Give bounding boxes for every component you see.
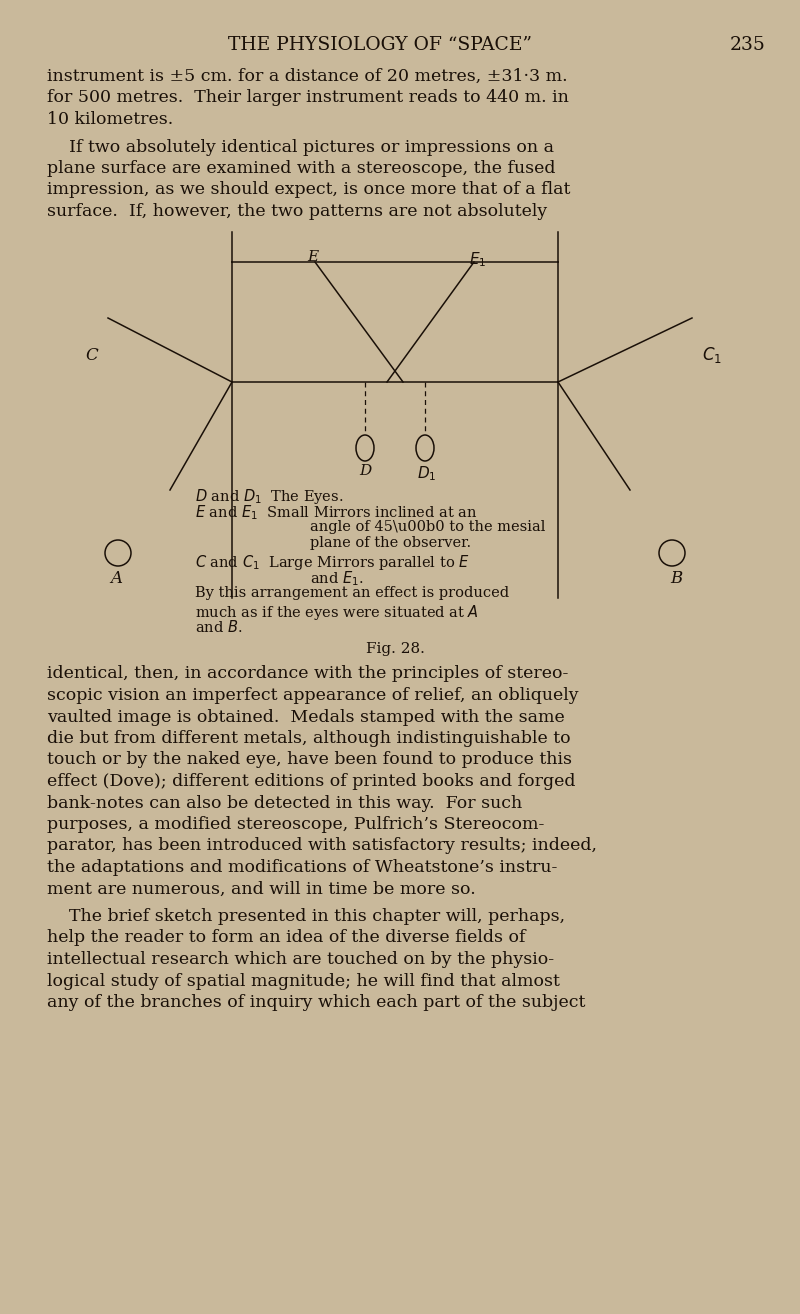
Text: impression, as we should expect, is once more that of a flat: impression, as we should expect, is once… [47,181,570,198]
Circle shape [659,540,685,566]
Text: intellectual research which are touched on by the physio-: intellectual research which are touched … [47,951,554,968]
Text: $E_1$: $E_1$ [470,250,486,268]
Text: help the reader to form an idea of the diverse fields of: help the reader to form an idea of the d… [47,929,526,946]
Text: $C_1$: $C_1$ [702,346,722,365]
Text: for 500 metres.  Their larger instrument reads to 440 m. in: for 500 metres. Their larger instrument … [47,89,569,106]
Text: A: A [110,570,122,587]
Text: If two absolutely identical pictures or impressions on a: If two absolutely identical pictures or … [47,138,554,155]
Text: E: E [307,250,318,264]
Text: scopic vision an imperfect appearance of relief, an obliquely: scopic vision an imperfect appearance of… [47,687,578,704]
Text: surface.  If, however, the two patterns are not absolutely: surface. If, however, the two patterns a… [47,202,547,219]
Text: purposes, a modified stereoscope, Pulfrich’s Stereocom-: purposes, a modified stereoscope, Pulfri… [47,816,544,833]
Text: plane surface are examined with a stereoscope, the fused: plane surface are examined with a stereo… [47,160,555,177]
Text: parator, has been introduced with satisfactory results; indeed,: parator, has been introduced with satisf… [47,837,597,854]
Text: any of the branches of inquiry which each part of the subject: any of the branches of inquiry which eac… [47,993,586,1010]
Ellipse shape [356,435,374,461]
Text: The brief sketch presented in this chapter will, perhaps,: The brief sketch presented in this chapt… [47,908,565,925]
Text: die but from different metals, although indistinguishable to: die but from different metals, although … [47,731,570,746]
Text: D: D [359,464,371,478]
Text: much as if the eyes were situated at $A$: much as if the eyes were situated at $A$ [195,603,479,622]
Text: 10 kilometres.: 10 kilometres. [47,110,174,127]
Circle shape [105,540,131,566]
Text: B: B [670,570,682,587]
Text: 235: 235 [730,35,766,54]
Text: the adaptations and modifications of Wheatstone’s instru-: the adaptations and modifications of Whe… [47,859,558,876]
Text: angle of 45\u00b0 to the mesial: angle of 45\u00b0 to the mesial [310,520,546,533]
Text: effect (Dove); different editions of printed books and forged: effect (Dove); different editions of pri… [47,773,575,790]
Text: $E$ and $E_1$  Small Mirrors inclined at an: $E$ and $E_1$ Small Mirrors inclined at … [195,503,478,522]
Text: By this arrangement an effect is produced: By this arrangement an effect is produce… [195,586,509,600]
Text: $C$ and $C_1$  Large Mirrors parallel to $E$: $C$ and $C_1$ Large Mirrors parallel to … [195,553,470,572]
Text: bank-notes can also be detected in this way.  For such: bank-notes can also be detected in this … [47,795,522,812]
Text: $D$ and $D_1$  The Eyes.: $D$ and $D_1$ The Eyes. [195,487,343,506]
Text: Fig. 28.: Fig. 28. [366,641,425,656]
Text: logical study of spatial magnitude; he will find that almost: logical study of spatial magnitude; he w… [47,972,560,989]
Text: ment are numerous, and will in time be more so.: ment are numerous, and will in time be m… [47,880,476,897]
Text: plane of the observer.: plane of the observer. [310,536,471,551]
Ellipse shape [416,435,434,461]
Text: vaulted image is obtained.  Medals stamped with the same: vaulted image is obtained. Medals stampe… [47,708,565,725]
Text: and $E_1$.: and $E_1$. [310,569,364,589]
Text: C: C [86,347,98,364]
Text: instrument is ±5 cm. for a distance of 20 metres, ±31·3 m.: instrument is ±5 cm. for a distance of 2… [47,68,568,85]
Text: $D_1$: $D_1$ [418,464,437,482]
Text: and $B$.: and $B$. [195,619,242,635]
Text: THE PHYSIOLOGY OF “SPACE”: THE PHYSIOLOGY OF “SPACE” [228,35,532,54]
Text: touch or by the naked eye, have been found to produce this: touch or by the naked eye, have been fou… [47,752,572,769]
Text: identical, then, in accordance with the principles of stereo-: identical, then, in accordance with the … [47,665,568,682]
